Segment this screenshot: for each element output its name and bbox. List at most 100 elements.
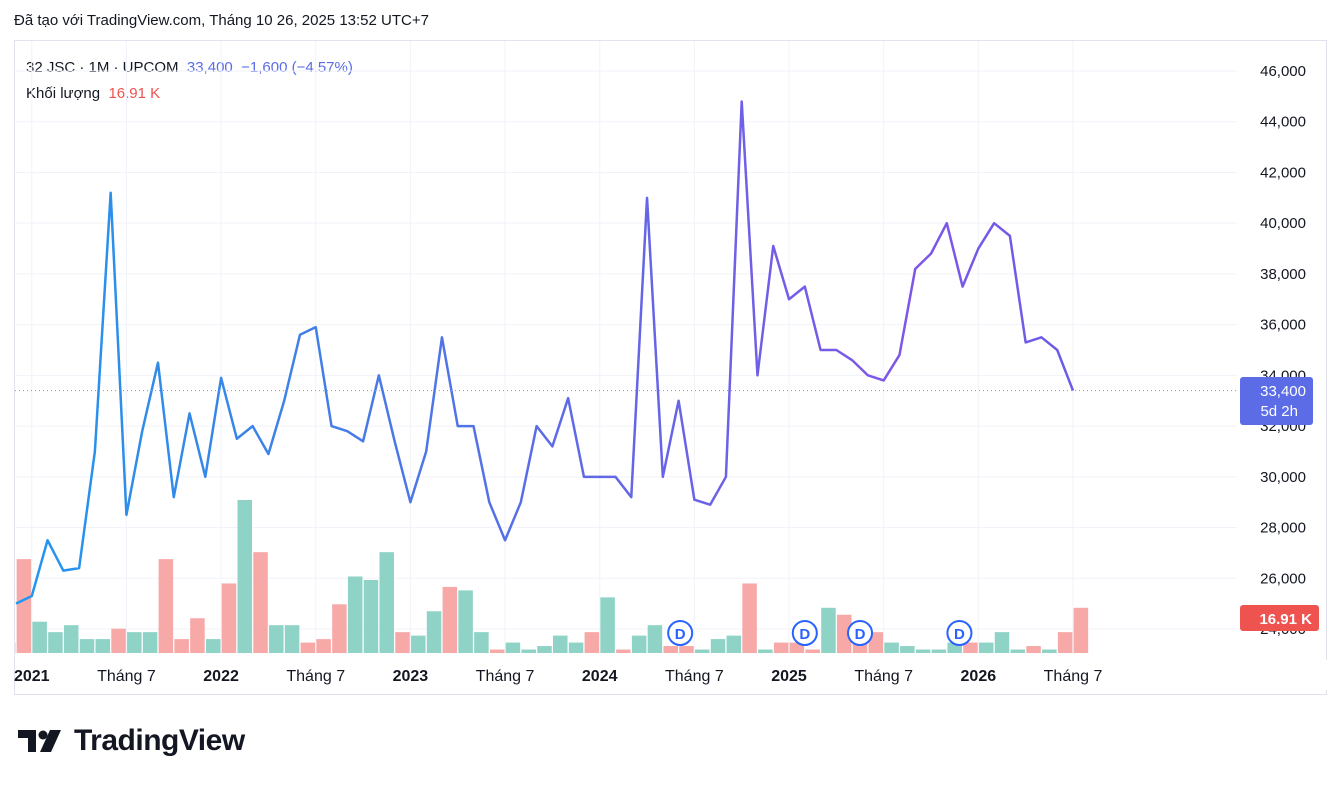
volume-bar xyxy=(900,646,915,653)
volume-bar xyxy=(15,642,16,653)
price-line-path xyxy=(15,100,1075,605)
y-tick-label: 40,000 xyxy=(1260,215,1306,232)
legend-volume-value: 16.91 K xyxy=(108,85,161,102)
volume-bar xyxy=(505,642,521,653)
volume-bar xyxy=(269,625,284,653)
volume-bar xyxy=(978,642,994,653)
volume-bar xyxy=(805,649,820,653)
x-tick-label: Tháng 7 xyxy=(665,668,724,685)
x-axis[interactable]: Tháng 7 2021 Tháng 7 2022 Tháng 7 2023 Tháng 7… xyxy=(0,660,1327,690)
volume-bar xyxy=(474,632,489,653)
volume-bar xyxy=(695,649,710,653)
volume-bar xyxy=(442,586,458,653)
volume-bar xyxy=(411,635,426,653)
legend-change: −1,600 (−4.57%) xyxy=(241,59,353,76)
volume-bar xyxy=(631,635,647,653)
x-tick-label: Tháng 7 xyxy=(1044,668,1103,685)
volume-bar xyxy=(426,611,442,653)
volume-bar xyxy=(379,552,394,653)
y-tick-label: 36,000 xyxy=(1260,317,1306,334)
volume-bar xyxy=(884,642,899,653)
legend-volume-row: Khối lượng 16.91 K xyxy=(26,81,353,107)
volume-bar xyxy=(742,583,757,653)
volume-badge xyxy=(1240,605,1319,631)
x-tick-label: 2026 xyxy=(961,668,997,685)
x-tick-label: Tháng 7 xyxy=(286,668,345,685)
dividend-marker-label: D xyxy=(954,626,965,643)
volume-bar xyxy=(174,639,189,653)
volume-bar xyxy=(205,639,221,653)
volume-bar xyxy=(221,583,237,653)
volume-bar xyxy=(63,625,79,653)
volume-bar xyxy=(363,579,379,653)
volume-bar xyxy=(915,649,931,653)
dividend-marker[interactable] xyxy=(946,620,973,646)
dividend-marker-label: D xyxy=(799,626,810,643)
volume-bar xyxy=(48,632,63,653)
volume-bar xyxy=(489,649,505,653)
volume-bar xyxy=(568,642,584,653)
volume-bar xyxy=(237,500,253,653)
volume-bar xyxy=(332,604,347,653)
volume-bar xyxy=(1057,632,1073,653)
grid xyxy=(15,41,1237,653)
dividend-marker-label: D xyxy=(855,626,866,643)
volume-bar xyxy=(190,618,205,653)
volume-bar xyxy=(647,625,663,653)
volume-bars xyxy=(15,500,1089,653)
price-badge xyxy=(1240,377,1313,425)
volume-bar xyxy=(726,635,742,653)
volume-badge-value: 16.91 K xyxy=(1259,611,1312,628)
volume-bar xyxy=(679,646,694,653)
y-tick-label: 42,000 xyxy=(1260,164,1306,181)
volume-bar xyxy=(537,646,552,653)
x-tick-label: Tháng 7 xyxy=(97,668,156,685)
volume-bar xyxy=(253,552,268,653)
x-tick-label: 2024 xyxy=(582,668,618,685)
brand-name: TradingView xyxy=(74,724,245,757)
y-tick-label: 46,000 xyxy=(1260,63,1306,80)
volume-bar xyxy=(758,649,773,653)
dividend-marker[interactable] xyxy=(847,620,874,646)
price-badge-value: 33,400 xyxy=(1260,383,1306,400)
dividend-marker[interactable] xyxy=(667,620,694,646)
y-tick-label: 28,000 xyxy=(1260,520,1306,537)
y-tick-label: 30,000 xyxy=(1260,469,1306,486)
volume-bar xyxy=(32,621,47,653)
volume-bar xyxy=(947,642,962,653)
x-tick-label: 2021 xyxy=(14,668,50,685)
volume-bar xyxy=(963,642,978,653)
x-axis-mask xyxy=(1237,660,1327,690)
y-tick-label: 26,000 xyxy=(1260,570,1306,587)
tradingview-logo-icon xyxy=(18,730,61,752)
volume-bar xyxy=(95,639,111,653)
volume-bar xyxy=(994,632,1010,653)
volume-bar xyxy=(79,639,95,653)
volume-bar xyxy=(931,649,947,653)
chart-caption: Đã tạo với TradingView.com, Tháng 10 26,… xyxy=(14,12,429,29)
volume-bar xyxy=(789,642,805,653)
volume-bar xyxy=(347,576,363,653)
x-tick-label: 2022 xyxy=(203,668,239,685)
volume-bar xyxy=(395,632,410,653)
price-badges: 33,400 5d 2h 16.91 K xyxy=(1240,377,1319,631)
price-line xyxy=(15,100,1237,605)
y-axis[interactable]: 24,00026,00028,00030,00032,00034,00036,0… xyxy=(1260,63,1306,638)
volume-bar xyxy=(300,642,316,653)
volume-bar xyxy=(1073,607,1089,653)
volume-bar xyxy=(1042,649,1057,653)
x-tick-label: 2023 xyxy=(393,668,429,685)
volume-bar xyxy=(836,614,852,653)
volume-bar xyxy=(663,646,678,653)
volume-bar xyxy=(773,642,789,653)
legend-volume-label[interactable]: Khối lượng xyxy=(26,85,101,102)
x-tick-label: Tháng 7 xyxy=(854,668,913,685)
volume-bar xyxy=(553,635,568,653)
volume-bar xyxy=(710,639,726,653)
volume-bar xyxy=(111,628,126,653)
brand-logo[interactable]: TradingView xyxy=(18,724,245,758)
dividend-marker[interactable] xyxy=(791,620,818,646)
legend-symbol[interactable]: 32 JSC · 1M · UPCOM xyxy=(26,59,179,76)
